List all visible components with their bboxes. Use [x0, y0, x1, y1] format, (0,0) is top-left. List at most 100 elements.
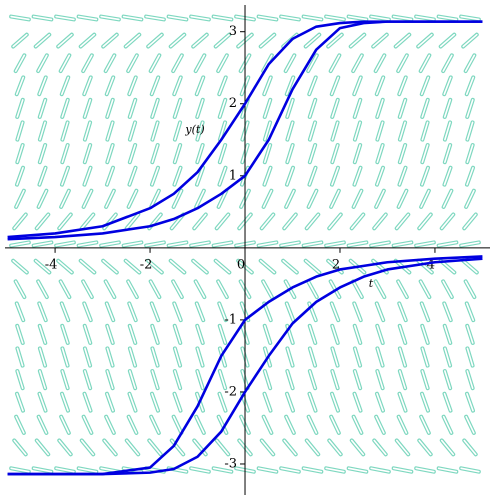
field-arrow-core — [151, 325, 159, 344]
field-arrow-core — [192, 33, 208, 48]
field-arrow-core — [150, 415, 160, 434]
field-arrow-core — [122, 15, 143, 21]
field-arrow-core — [421, 99, 429, 118]
field-arrow-core — [308, 76, 317, 95]
field-arrow-core — [38, 392, 47, 412]
field-arrow-core — [106, 325, 114, 344]
field-arrow-core — [443, 76, 452, 95]
field-arrow-core — [280, 467, 300, 473]
field-arrow-core — [34, 33, 51, 48]
field-arrow-core — [302, 241, 323, 247]
field-arrow-core — [55, 241, 75, 247]
field-arrow-core — [282, 259, 298, 274]
field-arrow-core — [174, 121, 181, 141]
field-arrow-core — [421, 121, 429, 141]
field-arrow-core — [174, 347, 181, 367]
field-arrow-core — [39, 347, 46, 367]
field-arrow-core — [194, 54, 206, 72]
field-arrow-core — [79, 33, 96, 48]
field-arrow-core — [286, 392, 294, 412]
field-arrow-core — [465, 76, 475, 95]
x-tick-label: 2 — [332, 257, 340, 272]
field-arrow-core — [286, 99, 294, 118]
field-arrow-core — [128, 392, 137, 412]
field-arrow-core — [167, 241, 188, 247]
field-arrow-core — [60, 302, 70, 321]
field-arrow-core — [196, 370, 204, 389]
field-arrow-core — [128, 99, 137, 118]
field-arrow-core — [173, 325, 182, 344]
field-arrow-core — [217, 280, 228, 298]
field-arrow-core — [347, 15, 368, 21]
field-arrow-core — [331, 370, 339, 389]
field-arrow-core — [173, 76, 182, 95]
field-arrow-core — [347, 467, 368, 473]
field-arrow-core — [196, 121, 204, 141]
field-arrow-core — [352, 54, 363, 72]
field-arrow-core — [304, 33, 321, 48]
field-arrow-core — [173, 302, 182, 321]
field-arrow-core — [106, 370, 114, 389]
field-arrow-core — [128, 166, 137, 186]
field-arrow-core — [329, 54, 341, 72]
y-tick-label: -3 — [224, 456, 237, 471]
field-arrow-core — [331, 166, 339, 186]
field-arrow-core — [100, 241, 120, 247]
field-arrow-core — [264, 370, 271, 389]
field-arrow-core — [80, 439, 95, 456]
x-tick-label: 4 — [427, 257, 435, 272]
field-arrow-core — [284, 54, 296, 72]
field-arrow-core — [376, 144, 384, 163]
field-arrow-core — [218, 76, 227, 95]
field-arrow-core — [195, 302, 205, 321]
field-arrow-core — [84, 347, 91, 367]
field-arrow-core — [15, 76, 25, 95]
field-arrow-core — [195, 189, 205, 208]
field-arrow-core — [285, 415, 295, 434]
field-arrow-core — [196, 166, 204, 186]
field-arrow-core — [10, 467, 30, 473]
solution-curve — [7, 20, 483, 241]
field-arrow-core — [124, 259, 141, 274]
field-arrow-core — [264, 121, 271, 141]
field-arrow-core — [460, 467, 480, 473]
field-arrow-core — [376, 99, 384, 118]
field-arrow-core — [61, 121, 69, 141]
field-arrow-core — [127, 280, 138, 298]
field-arrow-core — [15, 302, 25, 321]
field-arrow-core — [398, 302, 407, 321]
field-arrow-core — [100, 15, 120, 21]
field-arrow-core — [37, 280, 48, 298]
y-axis-label: y(t) — [184, 123, 204, 136]
field-arrow-core — [307, 415, 318, 434]
field-arrow-core — [55, 15, 75, 21]
field-arrow-core — [219, 347, 226, 367]
field-arrow-core — [129, 121, 136, 141]
field-arrow-core — [79, 259, 96, 274]
field-arrow-core — [305, 213, 320, 230]
field-arrow-core — [83, 325, 92, 344]
field-arrow-core — [16, 370, 24, 389]
field-arrow-core — [460, 15, 480, 21]
field-arrow-core — [61, 144, 69, 163]
field-arrow-core — [147, 33, 163, 48]
field-arrow-core — [83, 166, 92, 186]
field-arrow-core — [257, 15, 278, 21]
field-arrow-core — [77, 241, 98, 247]
field-arrow-core — [375, 189, 385, 208]
field-arrow-core — [397, 415, 408, 434]
field-arrow-core — [217, 54, 228, 72]
field-arrow-core — [172, 280, 183, 298]
field-arrow-core — [375, 76, 385, 95]
field-arrow-core — [466, 370, 474, 389]
field-arrow-core — [462, 33, 478, 48]
field-arrow-core — [82, 280, 93, 298]
field-arrow-core — [14, 280, 26, 298]
field-arrow-core — [370, 15, 390, 21]
field-arrow-core — [280, 241, 300, 247]
field-arrow-core — [16, 121, 24, 141]
field-arrow-core — [370, 241, 390, 247]
field-arrow-core — [61, 392, 69, 412]
field-arrow-core — [263, 392, 272, 412]
field-arrow-core — [129, 144, 136, 163]
